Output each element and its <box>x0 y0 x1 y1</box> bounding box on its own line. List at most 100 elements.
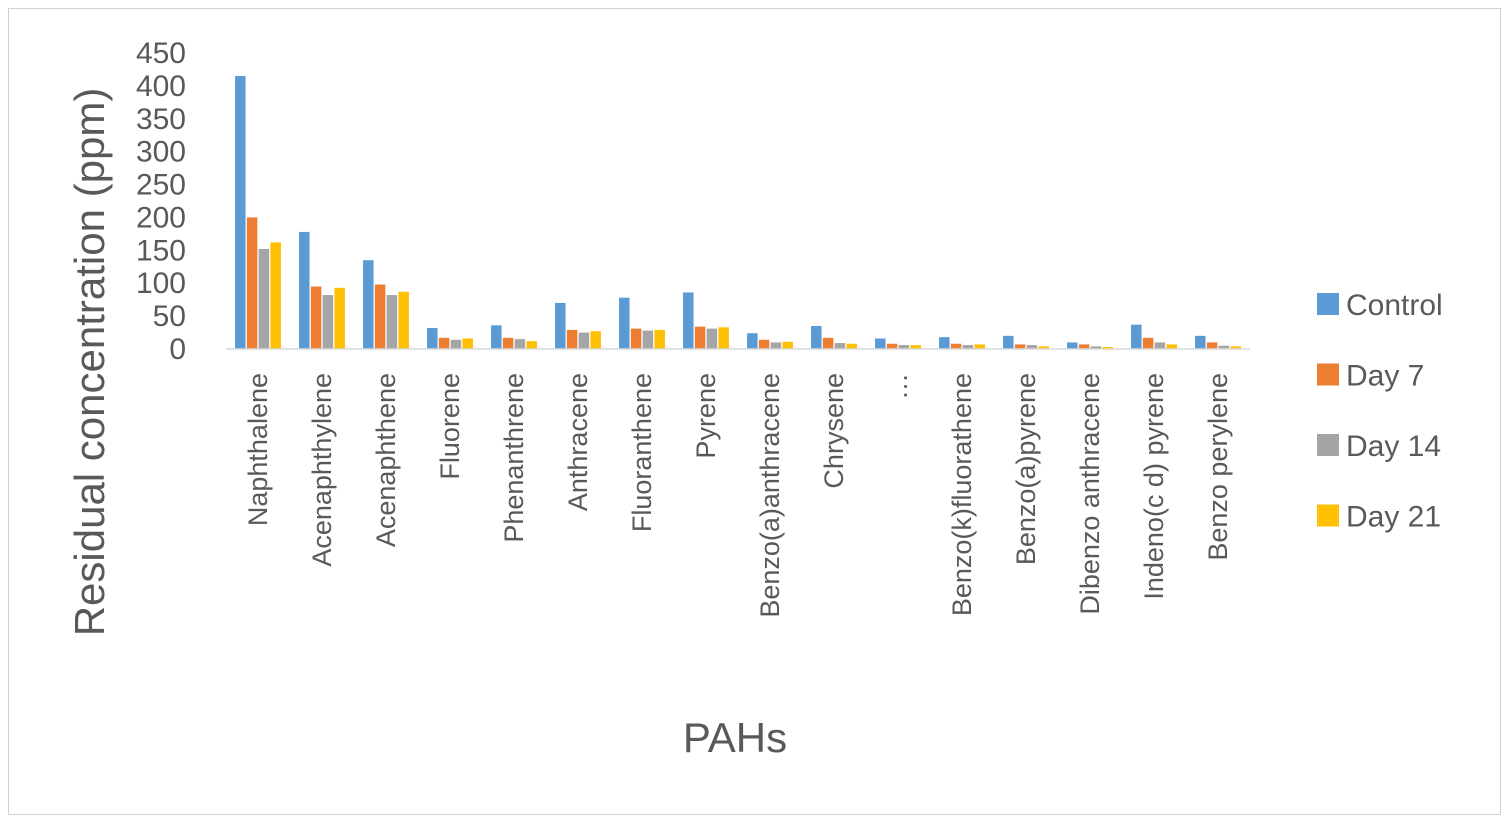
bar-control-fluoranthene <box>619 297 630 349</box>
x-tick-label: Benzo(k)fluorathene <box>947 373 977 616</box>
chart-frame <box>8 8 1501 815</box>
bar-day-21-benzo-perylene <box>1230 346 1241 349</box>
bar-day-14-phenanthrene <box>514 339 526 349</box>
y-tick-label: 100 <box>136 267 186 300</box>
bar-control-indeno-c-d-pyrene <box>1131 324 1142 349</box>
bar-day-21-phenanthrene <box>526 341 537 349</box>
bar-day-14-naphthalene <box>258 249 270 349</box>
bar-day-7-benzo-a-anthracene <box>758 339 770 349</box>
y-tick-label: 300 <box>136 136 186 169</box>
bar-day-14-benzo-perylene <box>1218 345 1230 349</box>
bar-day-21-chrysene <box>846 343 857 349</box>
x-tick-label: Benzo perylene <box>1203 373 1233 561</box>
bar-day-14-benzo-a-anthracene <box>770 342 782 349</box>
x-tick-label: Fluoranthene <box>627 373 657 532</box>
y-tick-label: 350 <box>136 103 186 136</box>
legend-swatch <box>1317 363 1339 386</box>
bar-control-fluorene <box>427 327 438 349</box>
bar-day-7-benzo-perylene <box>1206 342 1218 349</box>
bar-day-21-benzo-a-pyrene <box>1038 346 1049 349</box>
x-tick-label: Anthracene <box>563 373 593 511</box>
bar-day-14-anthracene <box>578 332 590 349</box>
bar-day-7 <box>886 343 898 349</box>
bar-day-14 <box>898 345 910 349</box>
bar-control-pyrene <box>683 292 694 349</box>
bar-day-14-chrysene <box>834 343 846 349</box>
y-axis-title: Residual concentration (ppm) <box>66 88 113 637</box>
bar-day-7-acenaphthylene <box>310 286 322 349</box>
legend-label: Day 7 <box>1346 360 1424 393</box>
bar-day-7-benzo-a-pyrene <box>1014 344 1026 349</box>
x-tick-labels: Naphthalene Acenaphthylene Acenaphthene Flu… <box>243 373 1233 618</box>
bar-day-7-naphthalene <box>246 217 258 349</box>
x-tick-label: Indeno(c d) pyrene <box>1139 373 1169 600</box>
legend-label: Day 14 <box>1346 430 1441 463</box>
x-tick-label: Acenaphthene <box>371 373 401 547</box>
bar-day-21-indeno-c-d-pyrene <box>1166 344 1177 349</box>
bar-day-14-fluoranthene <box>642 330 654 349</box>
bar-control-phenanthrene <box>491 325 502 349</box>
bar-day-21-acenaphthene <box>398 291 409 349</box>
bar-control-acenaphthylene <box>299 231 310 349</box>
legend-swatch <box>1317 434 1339 456</box>
bar-control-chrysene <box>811 325 822 349</box>
bar-control-benzo-a-anthracene <box>747 333 758 349</box>
bar-day-14-benzo-k-fluorathene <box>962 345 974 349</box>
x-tick-label: Fluorene <box>435 373 465 480</box>
bar-day-14-pyrene <box>706 328 718 349</box>
bar-day-21-anthracene <box>590 331 601 349</box>
bar-day-7-pyrene <box>694 326 706 349</box>
legend-swatch <box>1317 293 1339 315</box>
bar-day-21-dibenzo-anthracene <box>1102 347 1113 349</box>
bar-control-naphthalene <box>235 76 246 350</box>
y-tick-label: 400 <box>136 70 186 103</box>
x-tick-label: Benzo(a)pyrene <box>1011 373 1041 565</box>
bar-day-21-acenaphthylene <box>334 287 345 349</box>
bar-day-21-naphthalene <box>270 242 281 349</box>
x-tick-label: … <box>883 373 913 400</box>
bar-day-7-dibenzo-anthracene <box>1078 344 1090 349</box>
bar-day-21-pyrene <box>718 327 729 349</box>
x-axis-title: PAHs <box>683 714 787 761</box>
bar-control-benzo-a-pyrene <box>1003 335 1014 349</box>
x-tick-label: Naphthalene <box>243 373 273 526</box>
legend: Control Day 7 Day 14 Day 21 <box>1317 289 1443 534</box>
bar-day-14-acenaphthylene <box>322 295 334 349</box>
bar-day-14-benzo-a-pyrene <box>1026 345 1038 349</box>
bar-control <box>875 338 886 349</box>
bar-control-anthracene <box>555 302 566 349</box>
y-tick-label: 450 <box>136 37 186 70</box>
bar-day-21-fluorene <box>462 338 473 349</box>
x-tick-label: Pyrene <box>691 373 721 459</box>
bar-control-benzo-perylene <box>1195 335 1206 349</box>
legend-label: Control <box>1346 289 1443 322</box>
x-tick-label: Acenaphthylene <box>307 373 337 567</box>
bar-day-7-benzo-k-fluorathene <box>950 343 962 349</box>
bar-control-acenaphthene <box>363 260 374 349</box>
y-tick-label: 250 <box>136 169 186 202</box>
legend-swatch <box>1317 504 1339 527</box>
bar-day-7-acenaphthene <box>374 284 386 349</box>
bar-day-14-dibenzo-anthracene <box>1090 346 1102 349</box>
bar-day-14-indeno-c-d-pyrene <box>1154 342 1166 349</box>
bar-day-7-fluorene <box>438 337 450 349</box>
x-tick-label: Phenanthrene <box>499 373 529 543</box>
bar-day-7-indeno-c-d-pyrene <box>1142 337 1154 349</box>
bars-group <box>235 76 1241 350</box>
bar-day-7-phenanthrene <box>502 337 514 349</box>
bar-control-benzo-k-fluorathene <box>939 337 950 349</box>
bar-day-14-acenaphthene <box>386 295 398 349</box>
y-tick-label: 200 <box>136 201 186 234</box>
y-tick-label: 0 <box>169 333 186 366</box>
bar-control-dibenzo-anthracene <box>1067 342 1078 349</box>
legend-label: Day 21 <box>1346 501 1441 534</box>
x-tick-label: Chrysene <box>819 373 849 489</box>
bar-day-21-benzo-k-fluorathene <box>974 344 985 349</box>
bar-day-21-benzo-a-anthracene <box>782 341 793 349</box>
y-tick-label: 150 <box>136 234 186 267</box>
bar-day-7-anthracene <box>566 329 578 349</box>
bar-day-14-fluorene <box>450 339 462 349</box>
bar-day-7-fluoranthene <box>630 328 642 349</box>
